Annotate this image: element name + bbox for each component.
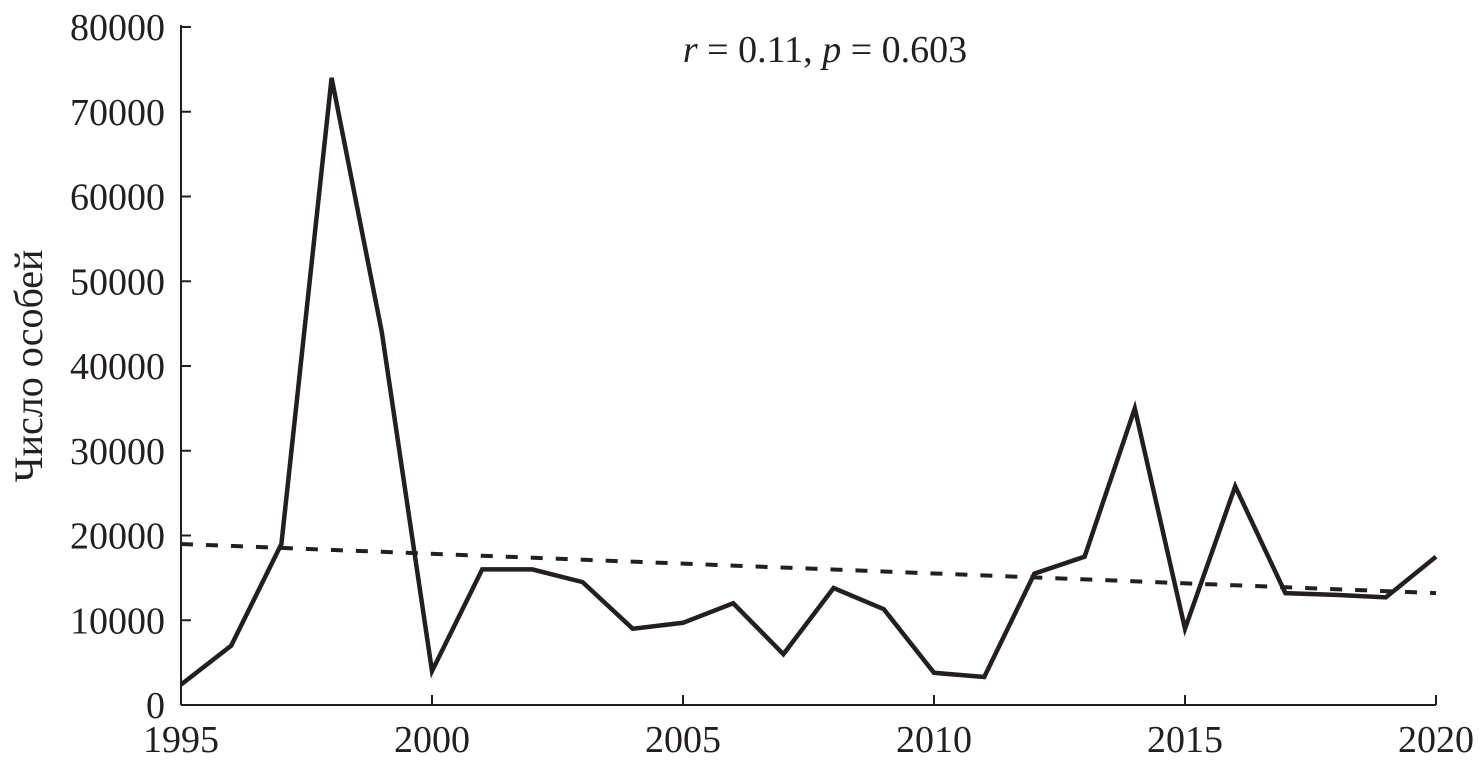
x-tick-label: 2020 (1398, 719, 1474, 761)
stats-annotation: r = 0.11, p = 0.603 (683, 29, 967, 71)
y-tick-label: 80000 (70, 7, 165, 49)
y-tick-label: 60000 (70, 177, 165, 219)
x-tick-label: 2000 (394, 719, 470, 761)
y-axis-label: Число особей (6, 250, 51, 483)
y-tick-label: 70000 (70, 92, 165, 134)
y-tick-label: 10000 (70, 600, 165, 642)
series-line (181, 78, 1436, 685)
y-tick-label: 20000 (70, 516, 165, 558)
x-tick-label: 2010 (896, 719, 972, 761)
y-tick-label: 50000 (70, 261, 165, 303)
y-tick-label: 40000 (70, 346, 165, 388)
axes: 0100002000030000400005000060000700008000… (70, 7, 1474, 761)
x-tick-label: 1995 (143, 719, 219, 761)
y-tick-label: 30000 (70, 431, 165, 473)
series-group (181, 78, 1436, 685)
trend-line (181, 544, 1436, 593)
x-tick-label: 2015 (1147, 719, 1223, 761)
x-tick-label: 2005 (645, 719, 721, 761)
